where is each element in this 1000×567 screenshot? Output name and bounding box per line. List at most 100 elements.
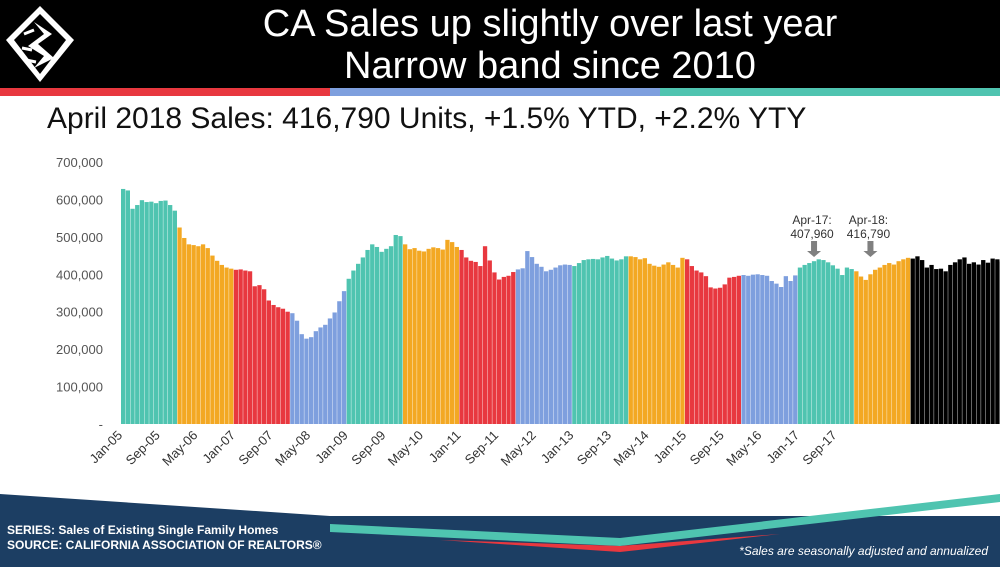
bar xyxy=(520,268,525,424)
bar xyxy=(327,318,333,424)
bar xyxy=(779,287,784,424)
bar xyxy=(774,283,779,424)
bar xyxy=(412,248,417,424)
bar xyxy=(370,244,375,424)
bar xyxy=(238,269,243,424)
bar xyxy=(506,275,511,424)
bar xyxy=(158,200,163,424)
bar xyxy=(713,288,718,424)
bar xyxy=(511,272,516,424)
bar xyxy=(985,262,991,424)
bar xyxy=(952,262,958,424)
bar xyxy=(981,260,986,424)
stripe-blue xyxy=(330,88,660,96)
bar xyxy=(215,260,220,424)
x-tick-label: Sep-15 xyxy=(687,428,727,468)
bar xyxy=(797,267,803,424)
bar xyxy=(572,266,577,424)
bar xyxy=(407,249,412,424)
bar xyxy=(887,263,892,424)
bar xyxy=(764,275,770,424)
bar xyxy=(976,264,981,424)
header-banner: CA Sales up slightly over last year Narr… xyxy=(0,0,1000,88)
bar xyxy=(652,265,657,424)
footnote-series: SERIES: Sales of Existing Single Family … xyxy=(7,523,279,537)
bar xyxy=(435,248,441,424)
bar xyxy=(168,205,173,424)
bar xyxy=(356,263,361,424)
x-tick-label: Jan-17 xyxy=(763,428,802,467)
bar xyxy=(144,202,149,424)
x-tick-label: May-08 xyxy=(272,428,313,469)
bar xyxy=(830,265,835,424)
bar xyxy=(708,287,713,424)
bar xyxy=(863,279,868,424)
bar xyxy=(417,250,422,424)
bar xyxy=(971,262,976,424)
bar xyxy=(873,269,878,424)
bar xyxy=(548,269,553,424)
bar xyxy=(341,291,347,424)
bar xyxy=(802,264,807,424)
bar xyxy=(576,263,582,424)
footnote-source: SOURCE: CALIFORNIA ASSOCIATION OF REALTO… xyxy=(7,538,322,552)
bar xyxy=(647,263,652,424)
bar xyxy=(633,257,638,424)
bar xyxy=(501,276,506,424)
bar xyxy=(901,259,906,424)
bar xyxy=(332,312,337,424)
bar xyxy=(464,257,469,424)
bar xyxy=(440,249,445,424)
bar xyxy=(365,249,370,424)
y-tick-label: - xyxy=(99,417,103,432)
bar xyxy=(191,245,196,424)
y-tick-label: 600,000 xyxy=(56,192,103,207)
bar xyxy=(929,264,934,424)
bar xyxy=(882,264,887,424)
bar xyxy=(835,268,840,424)
bar xyxy=(967,263,972,424)
bar xyxy=(934,269,939,424)
bar xyxy=(200,244,206,424)
bar xyxy=(294,320,300,424)
y-axis: - 100,000 200,000 300,000 400,000 500,000 600,… xyxy=(56,155,103,432)
bar xyxy=(844,267,850,424)
bar xyxy=(482,246,488,424)
bar xyxy=(703,276,709,424)
bar xyxy=(586,259,591,424)
bar xyxy=(153,203,159,424)
bar xyxy=(421,251,427,424)
bar xyxy=(600,257,605,424)
bar xyxy=(431,247,436,424)
bar xyxy=(581,260,586,424)
bar xyxy=(769,281,774,424)
x-tick-label: May-16 xyxy=(723,428,764,469)
bar xyxy=(266,300,271,424)
bar xyxy=(219,264,224,424)
bar xyxy=(605,255,610,424)
y-tick-label: 400,000 xyxy=(56,267,103,282)
y-tick-label: 700,000 xyxy=(56,155,103,170)
bar xyxy=(868,274,873,424)
bar xyxy=(478,266,483,424)
annotations-group: Apr-17:407,960 Apr-18:416,790 xyxy=(790,213,890,257)
footer-banner xyxy=(0,494,1000,567)
bar xyxy=(121,188,126,424)
x-tick-label: May-10 xyxy=(385,428,426,469)
bar xyxy=(276,307,281,424)
california-association-of-realtors-logo xyxy=(6,6,74,82)
bar xyxy=(995,259,1000,424)
bar xyxy=(529,257,535,424)
bar xyxy=(760,275,765,424)
bar xyxy=(379,251,384,424)
x-tick-label: Jan-09 xyxy=(312,428,351,467)
bar xyxy=(163,200,168,424)
bar xyxy=(666,262,671,424)
bar xyxy=(938,268,944,424)
bar xyxy=(473,261,478,424)
bar xyxy=(304,338,309,424)
bar xyxy=(558,265,563,424)
x-tick-label: Jan-05 xyxy=(87,428,126,467)
bar xyxy=(487,260,492,424)
bar xyxy=(318,327,323,424)
